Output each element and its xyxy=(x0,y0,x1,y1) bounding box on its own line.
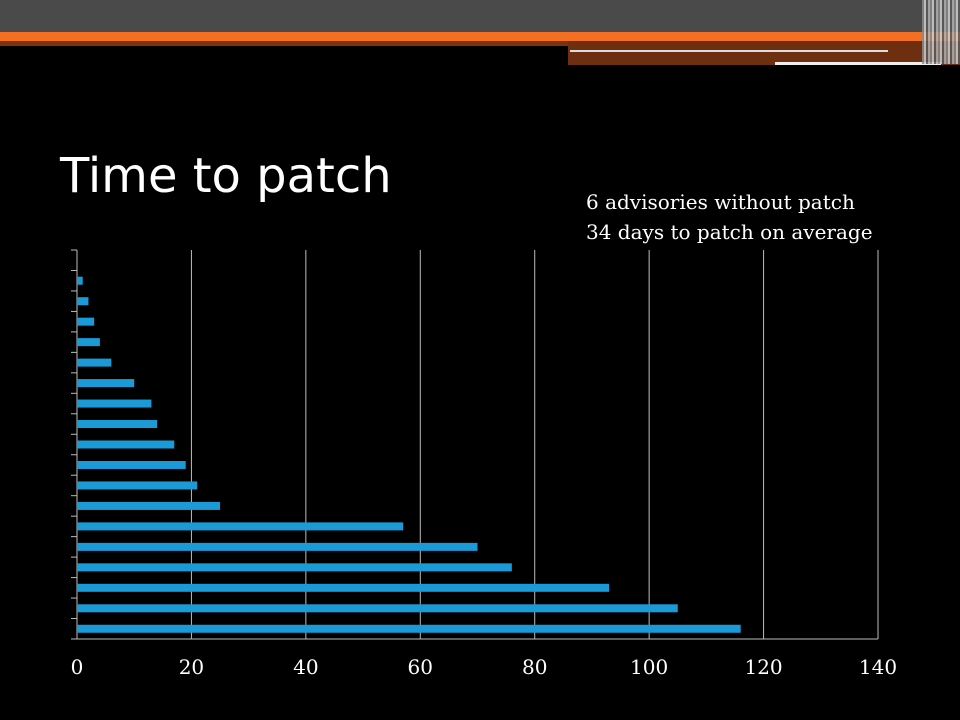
decorative-stripes xyxy=(922,0,960,64)
bar xyxy=(77,481,198,490)
brown-accent-line xyxy=(0,41,568,46)
bar xyxy=(77,604,678,613)
x-tick-label: 0 xyxy=(71,655,84,679)
white-accent-line xyxy=(570,50,888,52)
x-tick-label: 80 xyxy=(522,655,547,679)
x-tick-label: 20 xyxy=(179,655,204,679)
bar xyxy=(77,358,112,367)
x-tick-label: 120 xyxy=(744,655,782,679)
top-bar xyxy=(0,0,960,32)
bar xyxy=(77,379,135,388)
x-tick-label: 140 xyxy=(859,655,897,679)
slide-title: Time to patch xyxy=(60,148,392,204)
white-accent-line-short xyxy=(775,62,941,65)
orange-accent-bar xyxy=(0,32,960,41)
bar xyxy=(77,338,100,347)
bar xyxy=(77,542,478,551)
bar xyxy=(77,563,512,572)
bar xyxy=(77,440,175,449)
bar xyxy=(77,276,83,285)
x-tick-label: 40 xyxy=(293,655,318,679)
bar xyxy=(77,460,186,469)
bar xyxy=(77,399,152,408)
bar xyxy=(77,317,95,326)
bar xyxy=(77,297,89,306)
x-tick-label: 100 xyxy=(630,655,668,679)
note-advisories-without-patch: 6 advisories without patch xyxy=(586,190,855,214)
note-average-days: 34 days to patch on average xyxy=(586,220,873,244)
bar xyxy=(77,624,741,633)
x-tick-label: 60 xyxy=(408,655,433,679)
brown-accent-block xyxy=(568,41,960,65)
bar xyxy=(77,583,610,592)
bar xyxy=(77,522,404,531)
bar xyxy=(77,420,158,429)
bar xyxy=(77,501,221,510)
